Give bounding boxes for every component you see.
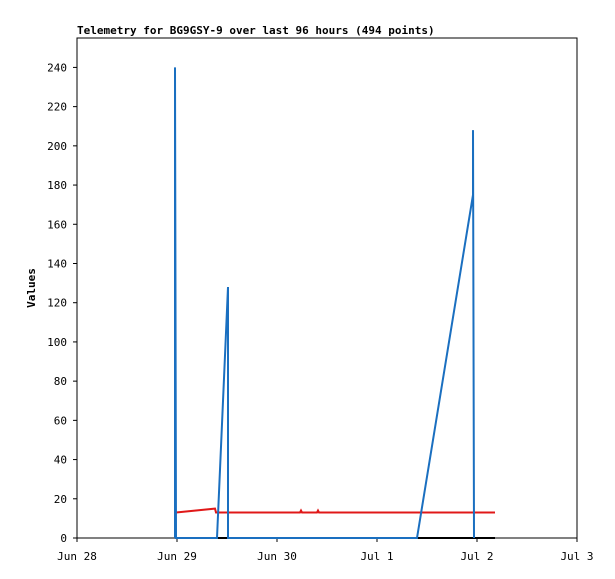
x-tick-label: Jun 29: [157, 550, 197, 563]
y-tick-label: 0: [60, 532, 67, 545]
y-tick-label: 220: [47, 101, 67, 114]
x-tick-label: Jul 3: [560, 550, 593, 563]
series-line: [175, 507, 495, 514]
x-tick-label: Jul 1: [360, 550, 393, 563]
y-tick-label: 180: [47, 179, 67, 192]
series-line: [174, 67, 475, 539]
y-tick-label: 160: [47, 218, 67, 231]
y-tick-label: 120: [47, 297, 67, 310]
y-tick-label: 40: [54, 454, 67, 467]
y-tick-label: 140: [47, 257, 67, 270]
y-tick-label: 20: [54, 493, 67, 506]
x-tick-label: Jun 30: [257, 550, 297, 563]
y-axis-label: Values: [25, 268, 38, 308]
y-tick-label: 100: [47, 336, 67, 349]
chart-title: Telemetry for BG9GSY-9 over last 96 hour…: [77, 24, 435, 37]
x-tick-label: Jun 28: [57, 550, 97, 563]
y-tick-label: 60: [54, 414, 67, 427]
y-tick-label: 240: [47, 61, 67, 74]
y-tick-label: 80: [54, 375, 67, 388]
y-tick-label: 200: [47, 140, 67, 153]
x-tick-label: Jul 2: [460, 550, 493, 563]
